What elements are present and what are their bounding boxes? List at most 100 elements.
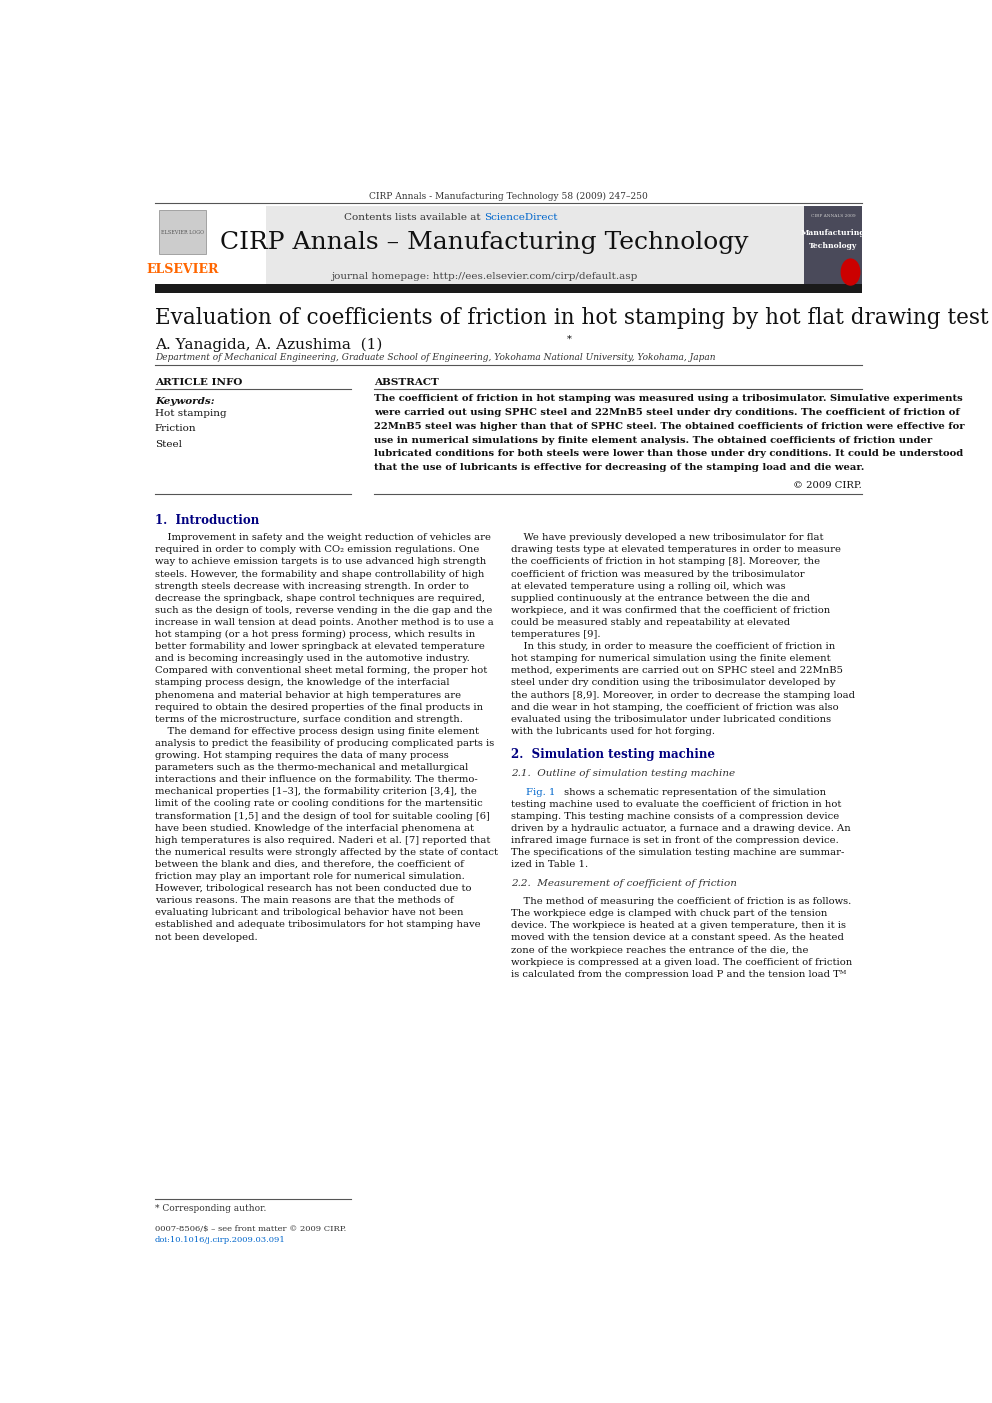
- Text: steels. However, the formability and shape controllability of high: steels. However, the formability and sha…: [155, 570, 484, 578]
- Text: at elevated temperature using a rolling oil, which was: at elevated temperature using a rolling …: [511, 582, 786, 591]
- Text: steel under dry condition using the tribosimulator developed by: steel under dry condition using the trib…: [511, 679, 835, 687]
- Text: ABSTRACT: ABSTRACT: [374, 377, 438, 387]
- Text: Keywords:: Keywords:: [155, 397, 214, 407]
- Text: coefficient of friction was measured by the tribosimulator: coefficient of friction was measured by …: [511, 570, 805, 578]
- Text: 22MnB5 steel was higher than that of SPHC steel. The obtained coefficients of fr: 22MnB5 steel was higher than that of SPH…: [374, 422, 964, 431]
- Text: decrease the springback, shape control techniques are required,: decrease the springback, shape control t…: [155, 593, 485, 603]
- Text: increase in wall tension at dead points. Another method is to use a: increase in wall tension at dead points.…: [155, 617, 493, 627]
- FancyBboxPatch shape: [159, 210, 206, 254]
- FancyBboxPatch shape: [155, 206, 266, 283]
- Text: not been developed.: not been developed.: [155, 933, 257, 941]
- Text: CIRP Annals – Manufacturing Technology: CIRP Annals – Manufacturing Technology: [219, 231, 748, 254]
- Text: stamping. This testing machine consists of a compression device: stamping. This testing machine consists …: [511, 812, 839, 821]
- FancyBboxPatch shape: [805, 206, 862, 283]
- Text: device. The workpiece is heated at a given temperature, then it is: device. The workpiece is heated at a giv…: [511, 922, 846, 930]
- Text: 2.2.  Measurement of coefficient of friction: 2.2. Measurement of coefficient of frict…: [511, 878, 737, 888]
- Text: Steel: Steel: [155, 439, 182, 449]
- Text: Evaluation of coefficients of friction in hot stamping by hot flat drawing test: Evaluation of coefficients of friction i…: [155, 307, 988, 328]
- Text: with the lubricants used for hot forging.: with the lubricants used for hot forging…: [511, 727, 714, 737]
- Text: better formability and lower springback at elevated temperature: better formability and lower springback …: [155, 643, 485, 651]
- Text: The method of measuring the coefficient of friction is as follows.: The method of measuring the coefficient …: [511, 897, 851, 906]
- Text: * Corresponding author.: * Corresponding author.: [155, 1204, 266, 1214]
- Text: the authors [8,9]. Moreover, in order to decrease the stamping load: the authors [8,9]. Moreover, in order to…: [511, 690, 855, 700]
- Text: drawing tests type at elevated temperatures in order to measure: drawing tests type at elevated temperatu…: [511, 546, 840, 554]
- Text: infrared image furnace is set in front of the compression device.: infrared image furnace is set in front o…: [511, 836, 838, 845]
- Text: Contents lists available at: Contents lists available at: [344, 213, 484, 222]
- Text: hot stamping for numerical simulation using the finite element: hot stamping for numerical simulation us…: [511, 654, 830, 664]
- Circle shape: [841, 260, 860, 285]
- Text: CIRP Annals - Manufacturing Technology 58 (2009) 247–250: CIRP Annals - Manufacturing Technology 5…: [369, 192, 648, 201]
- Text: temperatures [9].: temperatures [9].: [511, 630, 600, 640]
- Text: workpiece is compressed at a given load. The coefficient of friction: workpiece is compressed at a given load.…: [511, 958, 852, 967]
- Text: We have previously developed a new tribosimulator for flat: We have previously developed a new tribo…: [511, 533, 823, 543]
- FancyBboxPatch shape: [155, 206, 805, 283]
- Text: interactions and their influence on the formability. The thermo-: interactions and their influence on the …: [155, 776, 477, 784]
- Text: method, experiments are carried out on SPHC steel and 22MnB5: method, experiments are carried out on S…: [511, 666, 843, 675]
- Text: established and adequate tribosimulators for hot stamping have: established and adequate tribosimulators…: [155, 920, 480, 929]
- Text: lubricated conditions for both steels were lower than those under dry conditions: lubricated conditions for both steels we…: [374, 449, 963, 459]
- Text: The coefficient of friction in hot stamping was measured using a tribosimulator.: The coefficient of friction in hot stamp…: [374, 394, 962, 403]
- Text: evaluated using the tribosimulator under lubricated conditions: evaluated using the tribosimulator under…: [511, 714, 831, 724]
- Text: various reasons. The main reasons are that the methods of: various reasons. The main reasons are th…: [155, 897, 453, 905]
- Text: transformation [1,5] and the design of tool for suitable cooling [6]: transformation [1,5] and the design of t…: [155, 811, 490, 821]
- Text: growing. Hot stamping requires the data of many process: growing. Hot stamping requires the data …: [155, 751, 448, 760]
- Text: 2.  Simulation testing machine: 2. Simulation testing machine: [511, 748, 714, 760]
- Text: is calculated from the compression load P and the tension load Tᴹ: is calculated from the compression load …: [511, 969, 846, 979]
- Text: Department of Mechanical Engineering, Graduate School of Engineering, Yokohama N: Department of Mechanical Engineering, Gr…: [155, 354, 715, 362]
- Text: phenomena and material behavior at high temperatures are: phenomena and material behavior at high …: [155, 690, 461, 700]
- Text: way to achieve emission targets is to use advanced high strength: way to achieve emission targets is to us…: [155, 557, 486, 567]
- Text: shows a schematic representation of the simulation: shows a schematic representation of the …: [560, 787, 825, 797]
- Text: testing machine used to evaluate the coefficient of friction in hot: testing machine used to evaluate the coe…: [511, 800, 841, 808]
- Text: required in order to comply with CO₂ emission regulations. One: required in order to comply with CO₂ emi…: [155, 546, 479, 554]
- Text: Friction: Friction: [155, 424, 196, 434]
- Text: could be measured stably and repeatability at elevated: could be measured stably and repeatabili…: [511, 617, 790, 627]
- Text: the coefficients of friction in hot stamping [8]. Moreover, the: the coefficients of friction in hot stam…: [511, 557, 819, 567]
- Text: 1.  Introduction: 1. Introduction: [155, 513, 259, 528]
- Text: However, tribological research has not been conducted due to: However, tribological research has not b…: [155, 884, 471, 894]
- Text: moved with the tension device at a constant speed. As the heated: moved with the tension device at a const…: [511, 933, 843, 943]
- Text: were carried out using SPHC steel and 22MnB5 steel under dry conditions. The coe: were carried out using SPHC steel and 22…: [374, 408, 959, 417]
- Text: analysis to predict the feasibility of producing complicated parts is: analysis to predict the feasibility of p…: [155, 739, 494, 748]
- Text: Manufacturing: Manufacturing: [801, 229, 865, 237]
- Text: 0007-8506/$ – see front matter © 2009 CIRP.: 0007-8506/$ – see front matter © 2009 CI…: [155, 1225, 346, 1233]
- Text: and is becoming increasingly used in the automotive industry.: and is becoming increasingly used in the…: [155, 654, 469, 664]
- Text: Fig. 1: Fig. 1: [526, 787, 556, 797]
- Text: hot stamping (or a hot press forming) process, which results in: hot stamping (or a hot press forming) pr…: [155, 630, 475, 640]
- Text: use in numerical simulations by finite element analysis. The obtained coefficien: use in numerical simulations by finite e…: [374, 435, 932, 445]
- Text: evaluating lubricant and tribological behavior have not been: evaluating lubricant and tribological be…: [155, 908, 463, 918]
- Text: *: *: [566, 335, 571, 344]
- Text: high temperatures is also required. Naderi et al. [7] reported that: high temperatures is also required. Nade…: [155, 836, 490, 845]
- Text: workpiece, and it was confirmed that the coefficient of friction: workpiece, and it was confirmed that the…: [511, 606, 830, 615]
- Text: parameters such as the thermo-mechanical and metallurgical: parameters such as the thermo-mechanical…: [155, 763, 468, 772]
- Text: A. Yanagida, A. Azushima  (1): A. Yanagida, A. Azushima (1): [155, 338, 382, 352]
- Text: doi:10.1016/j.cirp.2009.03.091: doi:10.1016/j.cirp.2009.03.091: [155, 1236, 286, 1243]
- Text: terms of the microstructure, surface condition and strength.: terms of the microstructure, surface con…: [155, 714, 462, 724]
- Text: mechanical properties [1–3], the formability criterion [3,4], the: mechanical properties [1–3], the formabi…: [155, 787, 476, 797]
- Text: The workpiece edge is clamped with chuck part of the tension: The workpiece edge is clamped with chuck…: [511, 909, 827, 918]
- Text: In this study, in order to measure the coefficient of friction in: In this study, in order to measure the c…: [511, 643, 835, 651]
- Text: between the blank and dies, and therefore, the coefficient of: between the blank and dies, and therefor…: [155, 860, 463, 868]
- Text: CIRP ANNALS 2009: CIRP ANNALS 2009: [810, 213, 855, 217]
- Text: © 2009 CIRP.: © 2009 CIRP.: [794, 481, 862, 491]
- Text: zone of the workpiece reaches the entrance of the die, the: zone of the workpiece reaches the entran…: [511, 946, 808, 954]
- Text: strength steels decrease with increasing strength. In order to: strength steels decrease with increasing…: [155, 582, 468, 591]
- Text: Hot stamping: Hot stamping: [155, 410, 226, 418]
- Text: supplied continuously at the entrance between the die and: supplied continuously at the entrance be…: [511, 593, 809, 603]
- Text: 2.1.  Outline of simulation testing machine: 2.1. Outline of simulation testing machi…: [511, 769, 735, 779]
- FancyBboxPatch shape: [155, 283, 862, 293]
- Text: journal homepage: http://ees.elsevier.com/cirp/default.asp: journal homepage: http://ees.elsevier.co…: [330, 272, 637, 281]
- Text: The specifications of the simulation testing machine are summar-: The specifications of the simulation tes…: [511, 847, 844, 857]
- Text: the numerical results were strongly affected by the state of contact: the numerical results were strongly affe…: [155, 847, 498, 857]
- Text: stamping process design, the knowledge of the interfacial: stamping process design, the knowledge o…: [155, 679, 449, 687]
- Text: Compared with conventional sheet metal forming, the proper hot: Compared with conventional sheet metal f…: [155, 666, 487, 675]
- Text: driven by a hydraulic actuator, a furnace and a drawing device. An: driven by a hydraulic actuator, a furnac…: [511, 824, 850, 833]
- Text: ELSEVIER: ELSEVIER: [146, 264, 218, 276]
- Text: have been studied. Knowledge of the interfacial phenomena at: have been studied. Knowledge of the inte…: [155, 824, 474, 832]
- Text: ized in Table 1.: ized in Table 1.: [511, 860, 588, 870]
- Text: ELSEVIER LOGO: ELSEVIER LOGO: [161, 230, 204, 234]
- Text: The demand for effective process design using finite element: The demand for effective process design …: [155, 727, 479, 737]
- Text: that the use of lubricants is effective for decreasing of the stamping load and : that the use of lubricants is effective …: [374, 463, 864, 473]
- Text: Improvement in safety and the weight reduction of vehicles are: Improvement in safety and the weight red…: [155, 533, 491, 543]
- Text: friction may play an important role for numerical simulation.: friction may play an important role for …: [155, 873, 464, 881]
- Text: limit of the cooling rate or cooling conditions for the martensitic: limit of the cooling rate or cooling con…: [155, 800, 482, 808]
